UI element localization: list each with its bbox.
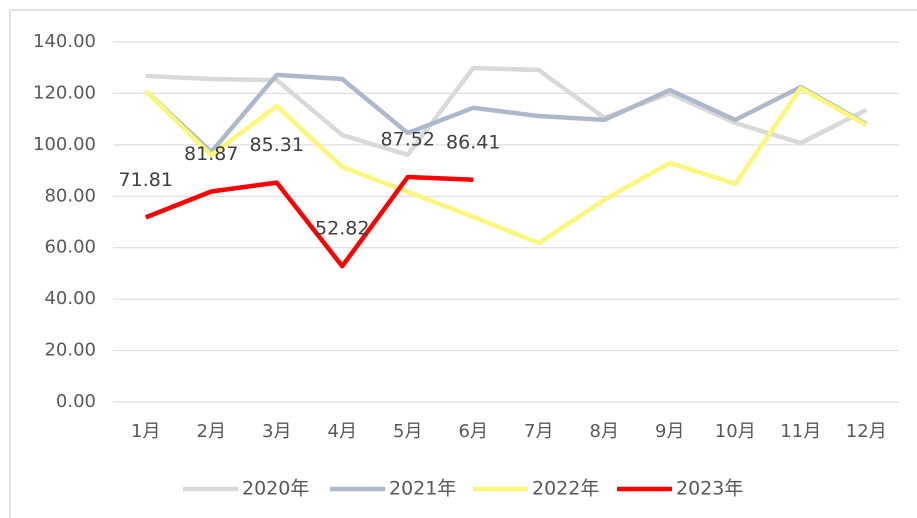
data-label: 87.52: [381, 128, 435, 150]
y-tick-label: 20.00: [44, 340, 96, 361]
series-line: [145, 65, 868, 158]
chart-frame: [9, 9, 917, 518]
legend-label: 2023年: [676, 478, 743, 500]
y-tick-label: 60.00: [44, 237, 96, 258]
x-tick-label: 9月: [655, 421, 684, 442]
x-tick-label: 11月: [780, 421, 821, 442]
data-label: 52.82: [315, 218, 369, 240]
series-line: [144, 85, 868, 246]
legend-label: 2022年: [532, 478, 599, 500]
x-tick-label: 12月: [846, 421, 887, 442]
legend-label: 2021年: [389, 478, 456, 500]
y-tick-label: 100.00: [33, 134, 96, 155]
y-tick-label: 120.00: [33, 82, 96, 103]
data-label: 86.41: [446, 131, 500, 153]
x-tick-label: 7月: [524, 421, 553, 442]
series-line: [144, 174, 474, 269]
x-tick-label: 8月: [590, 421, 619, 442]
series-line: [144, 72, 868, 155]
data-label: 81.87: [184, 143, 238, 165]
x-tick-label: 6月: [459, 421, 488, 442]
data-label: 85.31: [250, 134, 304, 156]
x-tick-label: 2月: [197, 421, 226, 442]
y-tick-label: 80.00: [44, 185, 96, 206]
x-tick-label: 10月: [715, 421, 756, 442]
x-tick-label: 4月: [328, 421, 357, 442]
x-tick-label: 3月: [262, 421, 291, 442]
y-tick-label: 0.00: [56, 391, 96, 412]
x-tick-label: 1月: [131, 421, 160, 442]
x-tick-label: 5月: [393, 421, 422, 442]
y-tick-label: 40.00: [44, 288, 96, 309]
y-tick-label: 140.00: [33, 31, 96, 52]
legend-label: 2020年: [242, 478, 309, 500]
data-label: 71.81: [119, 169, 173, 191]
